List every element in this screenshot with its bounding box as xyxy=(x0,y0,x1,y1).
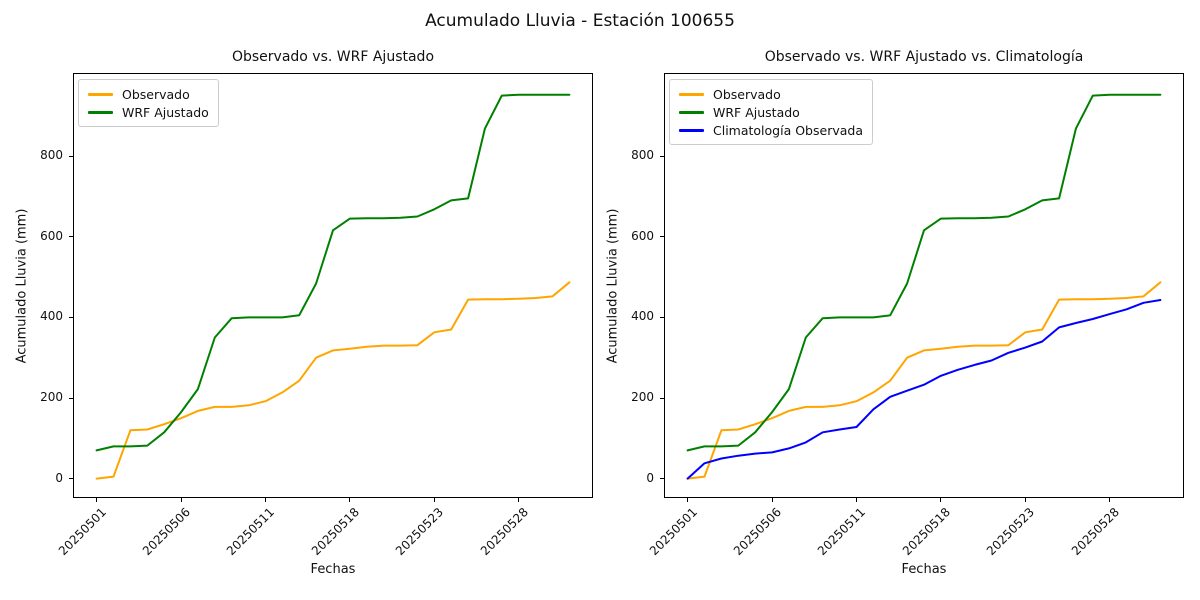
x-tick-label-text: 20250523 xyxy=(984,505,1038,559)
series-line-observado xyxy=(686,281,1162,480)
x-tick-label-text: 20250501 xyxy=(646,505,700,559)
x-tick-mark xyxy=(96,498,98,502)
series-line-wrf-ajustado xyxy=(686,93,1162,452)
y-tick-label: 0 xyxy=(55,470,63,485)
legend-line-sample xyxy=(88,92,113,96)
legend-label: Observado xyxy=(713,86,781,102)
legend-entry: Climatología Observada xyxy=(679,121,863,139)
y-tick-mark xyxy=(660,397,664,399)
x-tick-label-text: 20250518 xyxy=(308,505,362,559)
y-tick-mark xyxy=(660,316,664,318)
x-tick-mark xyxy=(433,498,435,502)
legend-label: WRF Ajustado xyxy=(713,104,800,120)
legend: Observado WRF Ajustado Climatología Observ… xyxy=(669,79,873,145)
legend-entry: WRF Ajustado xyxy=(679,103,863,121)
y-tick-label: 600 xyxy=(40,228,63,243)
x-tick-mark xyxy=(687,498,689,502)
legend-label: Climatología Observada xyxy=(713,122,863,138)
x-tick-mark xyxy=(264,498,266,502)
y-tick-label: 800 xyxy=(631,148,654,163)
x-tick-mark xyxy=(180,498,182,502)
x-tick-label-text: 20250523 xyxy=(393,505,447,559)
axes-title: Observado vs. WRF Ajustado vs. Climatolo… xyxy=(764,49,1084,65)
x-tick-label-text: 20250528 xyxy=(1068,505,1122,559)
axes-box xyxy=(73,73,593,498)
x-axis-label: Fechas xyxy=(310,562,356,577)
x-tick-mark xyxy=(349,498,351,502)
y-axis-label-text: Acumulado Lluvia (mm) xyxy=(605,208,621,363)
plot-lines-svg xyxy=(686,93,1162,480)
plot-lines-svg xyxy=(95,93,571,480)
y-tick-mark xyxy=(69,155,73,157)
x-tick-mark xyxy=(855,498,857,502)
series-line-climatología-observada xyxy=(686,299,1162,480)
legend-label: Observado xyxy=(122,86,190,102)
x-tick-mark xyxy=(940,498,942,502)
x-tick-mark xyxy=(771,498,773,502)
y-axis-label-text: Acumulado Lluvia (mm) xyxy=(14,208,30,363)
legend-label: WRF Ajustado xyxy=(122,104,209,120)
axes-title: Observado vs. WRF Ajustado xyxy=(231,49,435,65)
x-tick-mark xyxy=(518,498,520,502)
x-tick-label-text: 20250518 xyxy=(899,505,953,559)
x-tick-label-text: 20250501 xyxy=(55,505,109,559)
y-tick-label: 600 xyxy=(631,228,654,243)
x-tick-label-text: 20250506 xyxy=(730,505,784,559)
legend: Observado WRF Ajustado xyxy=(78,79,219,127)
legend-entry: Observado xyxy=(88,85,209,103)
legend-line-sample xyxy=(679,110,704,114)
x-tick-mark xyxy=(1024,498,1026,502)
legend-line-sample xyxy=(679,128,704,132)
y-tick-mark xyxy=(660,236,664,238)
y-tick-label: 400 xyxy=(40,309,63,324)
x-tick-label-text: 20250511 xyxy=(815,505,869,559)
y-tick-label: 0 xyxy=(646,470,654,485)
y-tick-label: 200 xyxy=(40,390,63,404)
y-tick-mark xyxy=(69,316,73,318)
y-tick-mark xyxy=(660,155,664,157)
y-tick-mark xyxy=(660,478,664,480)
x-tick-label-text: 20250506 xyxy=(139,505,193,559)
legend-line-sample xyxy=(88,110,113,114)
y-tick-label: 200 xyxy=(631,390,654,404)
x-tick-mark xyxy=(1109,498,1111,502)
x-axis-label: Fechas xyxy=(901,562,947,577)
legend-entry: WRF Ajustado xyxy=(88,103,209,121)
y-tick-label: 800 xyxy=(40,148,63,163)
series-line-wrf-ajustado xyxy=(95,93,571,452)
y-tick-mark xyxy=(69,478,73,480)
y-tick-mark xyxy=(69,397,73,399)
x-tick-label-text: 20250528 xyxy=(477,505,531,559)
y-tick-mark xyxy=(69,236,73,238)
figure-title: Acumulado Lluvia - Estación 100655 xyxy=(425,11,735,31)
legend-line-sample xyxy=(679,92,704,96)
y-tick-label: 400 xyxy=(631,309,654,324)
series-line-observado xyxy=(95,281,571,480)
legend-entry: Observado xyxy=(679,85,863,103)
x-tick-label-text: 20250511 xyxy=(224,505,278,559)
